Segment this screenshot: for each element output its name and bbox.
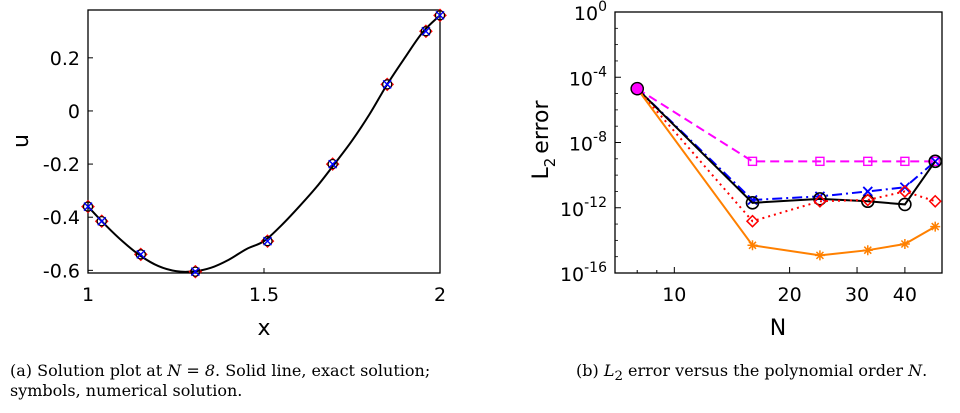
caption-a: (a) Solution plot at N = 8. Solid line, … (10, 361, 490, 401)
y-axis-label: u (9, 134, 34, 148)
series-line (637, 89, 935, 256)
y-tick-label: 10-16 (560, 260, 607, 286)
figure: 1 1.5 2 -0.6 -0.4 -0.2 0 0.2 x u 10 20 30 40 100 10-… (0, 0, 960, 352)
numerical-solution-point (189, 266, 201, 278)
exact-solution-line (88, 15, 440, 272)
caption-b-L: L (604, 361, 615, 380)
x-tick-label: 40 (893, 284, 917, 306)
y-tick-label: -0.4 (43, 207, 80, 229)
diamond-marker (930, 196, 941, 207)
y-tick-label: 0.2 (50, 48, 80, 70)
caption-b: (b) L2 error versus the polynomial order… (576, 361, 960, 387)
y-tick-label: 10-8 (569, 130, 607, 156)
caption-b-N: N (908, 361, 922, 380)
numerical-solution-markers (82, 9, 446, 277)
caption-b-label: (b) (576, 361, 599, 380)
start-point-marker (631, 83, 643, 95)
ylabel-subscript: 2 (541, 158, 559, 168)
y-tick-label: -0.2 (43, 154, 80, 176)
x-marker (383, 80, 391, 88)
caption-b-end: . (922, 361, 927, 380)
error-plot: 10 20 30 40 100 10-4 10-8 10-12 10-16 N L2 error (529, 0, 942, 341)
series-line (637, 89, 935, 200)
error-series-circle (631, 83, 941, 211)
numerical-solution-point (420, 25, 432, 37)
asterisk-marker (747, 240, 757, 250)
error-plot-ticks: 10 20 30 40 100 10-4 10-8 10-12 10-16 (560, 0, 942, 306)
caption-b-text: error versus the polynomial order (628, 361, 903, 380)
caption-a-pre: Solution plot at (37, 361, 162, 380)
exact-solution-curve (88, 15, 440, 272)
y-tick-label: -0.6 (43, 260, 80, 282)
solution-plot-axes-box (88, 10, 440, 273)
numerical-solution-point (381, 78, 393, 90)
x-tick-label: 2 (434, 284, 446, 306)
x-tick-label: 1.5 (249, 284, 279, 306)
asterisk-marker (863, 245, 873, 255)
x-tick-label: 30 (845, 284, 869, 306)
error-series-asterisk (632, 84, 940, 261)
series-line (637, 89, 935, 205)
x-tick-label: 10 (662, 284, 686, 306)
asterisk-marker (900, 239, 910, 249)
y-tick-label: 10-4 (569, 64, 607, 90)
caption-a-label: (a) (10, 361, 32, 380)
x-marker (98, 217, 106, 225)
error-series-square (633, 85, 939, 166)
asterisk-marker (930, 222, 940, 232)
x-axis-label: x (257, 316, 270, 341)
y-tick-label: 0 (68, 101, 80, 123)
caption-b-sub: 2 (614, 369, 622, 384)
error-series (631, 83, 941, 261)
error-series-diamond (632, 83, 941, 227)
x-tick-label: 1 (82, 284, 94, 306)
error-x-axis-label: N (770, 316, 786, 341)
y-tick-label: 10-12 (560, 195, 607, 221)
solution-plot: 1 1.5 2 -0.6 -0.4 -0.2 0 0.2 x u (9, 9, 446, 341)
error-plot-axes-box (615, 12, 942, 273)
ylabel-L: L (529, 167, 554, 180)
error-y-axis-label: L2 error (529, 100, 559, 180)
caption-a-math: N = 8 (167, 361, 215, 380)
numerical-solution-point (262, 235, 274, 247)
svg-text:L2error: L2 error (529, 100, 559, 180)
ylabel-suffix: error (529, 100, 554, 154)
asterisk-marker (815, 250, 825, 260)
x-tick-label: 20 (778, 284, 802, 306)
y-tick-label: 100 (574, 0, 607, 25)
